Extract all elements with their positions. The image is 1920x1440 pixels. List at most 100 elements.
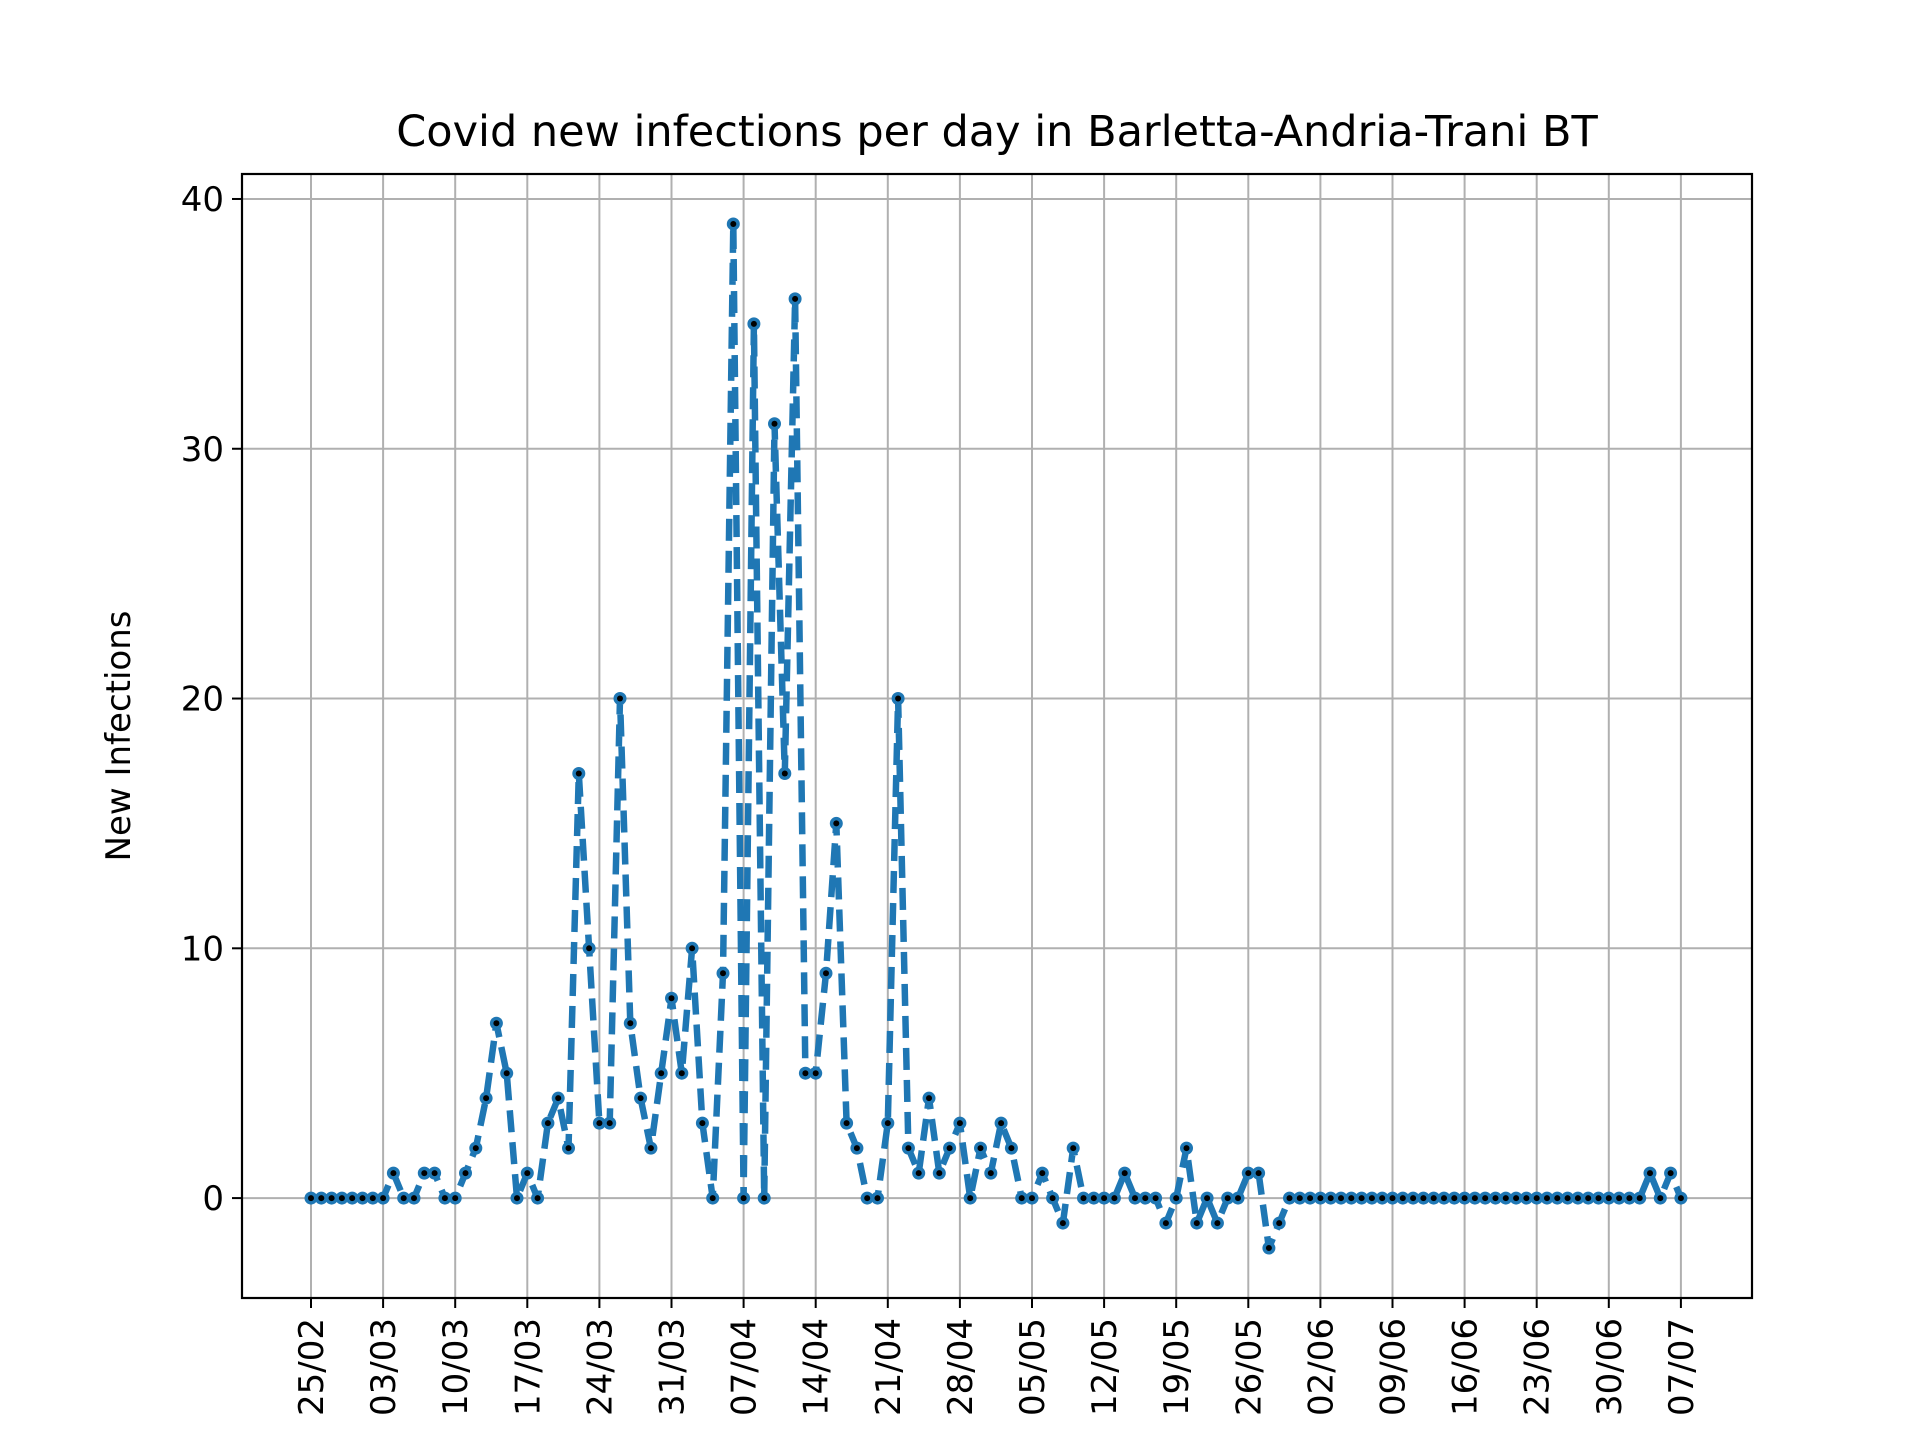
data-point [750,320,757,327]
x-tick-label: 26/05 [1229,1318,1269,1416]
data-point [720,970,726,977]
data-point [1626,1195,1633,1202]
data-point [1338,1195,1344,1202]
data-point [1214,1220,1221,1227]
data-point [349,1195,356,1202]
data-point [1451,1195,1458,1202]
data-point [1121,1170,1128,1177]
data-point [411,1195,417,1202]
data-point [802,1070,809,1077]
x-tick-label: 03/03 [364,1318,404,1416]
data-point [503,1070,510,1077]
data-point [740,1195,747,1202]
data-point [1368,1195,1375,1202]
data-point [1420,1195,1427,1202]
data-point [1647,1170,1653,1177]
data-point [1059,1220,1066,1227]
data-point [452,1195,459,1202]
x-tick-label: 25/02 [292,1318,332,1416]
data-point [1358,1195,1365,1202]
data-point [483,1095,490,1102]
data-point [1616,1195,1623,1202]
data-point [1049,1195,1056,1202]
data-point [853,1145,860,1152]
data-point [1080,1195,1087,1202]
data-point [895,695,902,702]
x-tick-label: 21/04 [869,1318,909,1416]
data-point [359,1195,366,1202]
x-tick-label: 14/04 [797,1318,837,1416]
data-point [555,1095,562,1102]
data-point [689,945,696,952]
data-point [709,1195,716,1202]
data-point [1255,1170,1262,1177]
data-point [668,995,675,1002]
data-point [1317,1195,1324,1202]
data-point [1101,1195,1108,1202]
data-point [678,1070,685,1077]
data-point [1327,1195,1334,1202]
data-point [730,220,737,227]
data-point [565,1145,572,1152]
data-point [1142,1195,1149,1202]
data-point [1502,1195,1509,1202]
data-point [926,1095,932,1102]
data-point [369,1195,376,1202]
y-tick-label: 40 [181,180,224,220]
x-tick-label: 19/05 [1157,1318,1197,1416]
data-point [1657,1195,1664,1202]
data-point [823,970,829,977]
data-point [1667,1170,1674,1177]
data-point [1389,1195,1396,1202]
data-point [1286,1195,1293,1202]
data-point [1379,1195,1386,1202]
data-point [1585,1195,1592,1202]
data-point [338,1195,345,1202]
data-point [1152,1195,1159,1202]
data-point [1399,1195,1406,1202]
data-point [534,1195,541,1202]
y-tick-label: 0 [202,1179,224,1219]
data-point [956,1120,963,1127]
x-tick-label: 17/03 [508,1318,548,1416]
x-tick-label: 07/07 [1662,1318,1702,1416]
data-point [1235,1195,1241,1202]
data-point [318,1195,325,1202]
data-point [472,1145,479,1152]
data-point [1554,1195,1561,1202]
x-tick-label: 05/05 [1013,1318,1053,1416]
data-point [1245,1170,1252,1177]
data-point [514,1195,520,1202]
data-point [380,1195,387,1202]
data-point [884,1120,891,1127]
chart-title: Covid new infections per day in Barletta… [396,107,1598,157]
data-point [1636,1195,1643,1202]
data-point [1204,1195,1211,1202]
data-point [946,1145,953,1152]
grid-lines [242,174,1752,1298]
data-point [1523,1195,1530,1202]
x-tick-label: 09/06 [1374,1318,1414,1416]
y-tick-label: 30 [181,430,224,470]
data-point [781,770,788,777]
data-point [1029,1195,1035,1202]
data-point [1595,1195,1602,1202]
data-point [967,1195,974,1202]
x-tick-label: 23/06 [1518,1318,1558,1416]
data-point [761,1195,768,1202]
x-axis: 25/02 03/03 10/03 17/03 24/03 31/03 07/04 14/04… [292,1298,1702,1416]
data-point [596,1120,603,1127]
data-point [1574,1195,1581,1202]
data-point [524,1170,531,1177]
x-tick-label: 07/04 [725,1318,765,1416]
x-tick-label: 30/06 [1590,1318,1630,1416]
data-point [1070,1145,1077,1152]
data-point [1410,1195,1417,1202]
data-point [1677,1195,1684,1202]
data-point [936,1170,943,1177]
data-point [1276,1220,1283,1227]
data-point [1605,1195,1612,1202]
data-point [658,1070,665,1077]
data-point [462,1170,469,1177]
